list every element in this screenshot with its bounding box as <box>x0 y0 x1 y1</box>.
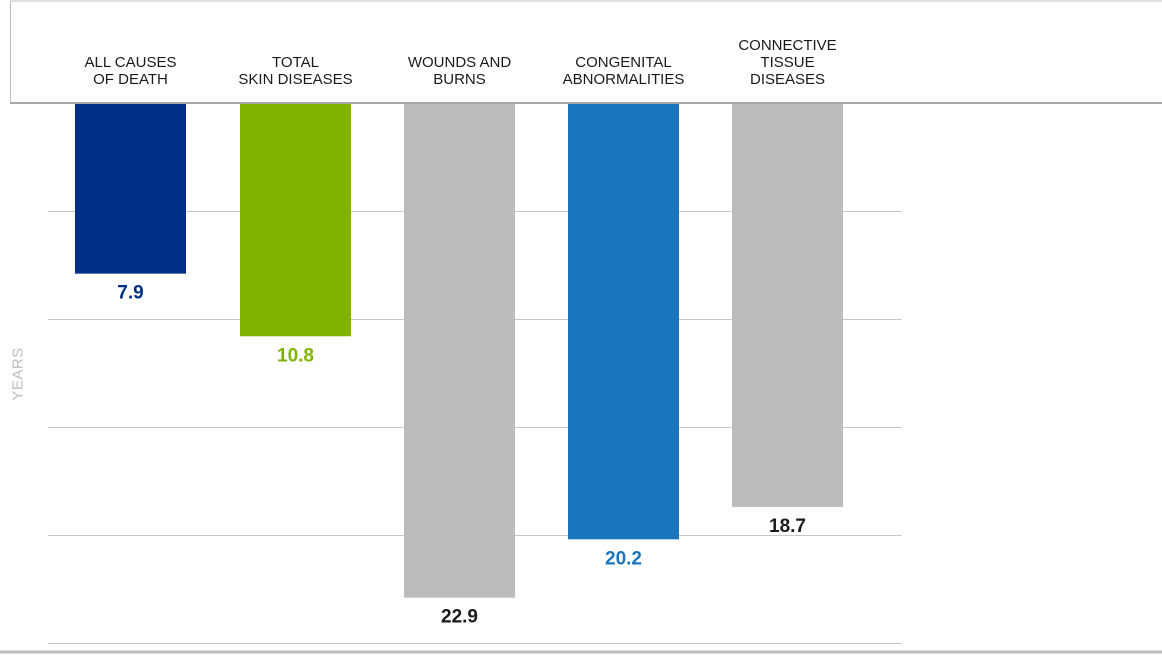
y-axis-label: YEARS <box>9 347 27 401</box>
category-label: CONGENITAL ABNORMALITIES <box>562 54 685 88</box>
bar <box>568 103 679 540</box>
bar <box>75 103 186 274</box>
bar <box>240 103 351 337</box>
bar-value-label: 22.9 <box>441 607 478 628</box>
bar-value-label: 18.7 <box>769 516 806 537</box>
bar <box>732 103 843 507</box>
category-label: WOUNDS AND BURNS <box>407 54 512 88</box>
bar-value-label: 7.9 <box>117 283 143 304</box>
category-label: ALL CAUSES OF DEATH <box>84 54 177 88</box>
category-label: CONNECTIVE TISSUE DISEASES <box>738 37 837 88</box>
bar-value-label: 20.2 <box>605 548 642 569</box>
bar-value-label: 10.8 <box>277 345 314 366</box>
category-label: TOTAL SKIN DISEASES <box>238 54 353 88</box>
bar <box>404 103 515 598</box>
